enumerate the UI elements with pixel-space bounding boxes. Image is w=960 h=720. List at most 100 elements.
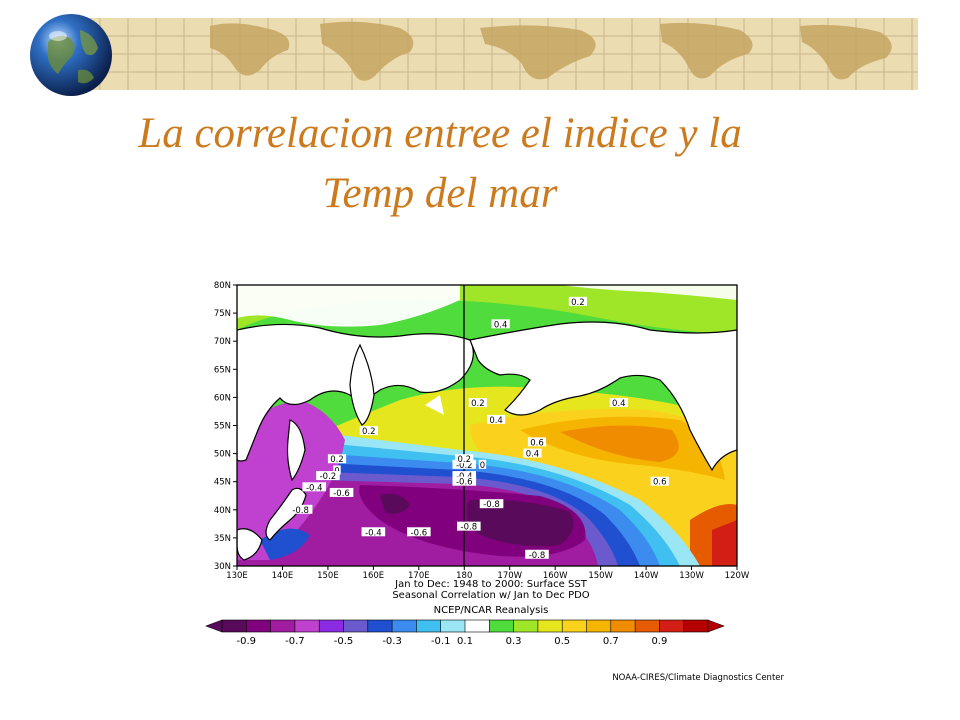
- x-tick-label: 140W: [634, 571, 659, 581]
- x-tick-label: 170E: [408, 571, 430, 581]
- y-tick-label: 70N: [214, 337, 231, 347]
- x-axis-ticks: 130E 140E 150E 160E 170E 180 170W 160W 150W 140W 1…: [226, 566, 750, 581]
- colorbar-swatch: [513, 619, 539, 633]
- contour-label: -0.6: [411, 528, 428, 538]
- slide-title-line-1: La correlacion entree el indice y la: [138, 110, 742, 157]
- colorbar-swatch: [343, 619, 369, 633]
- contour-label-bg: [525, 549, 549, 559]
- y-tick-label: 35N: [214, 534, 231, 544]
- contour-label-bg: [650, 476, 669, 486]
- x-tick-label: 170W: [497, 571, 522, 581]
- contour-label: -0.4: [365, 528, 382, 538]
- chart-subtitle-line-1: Jan to Dec: 1948 to 2000: Surface SST: [394, 579, 588, 590]
- colorbar-tick-label: 0.5: [554, 636, 570, 647]
- contour-label-bg: [407, 527, 431, 537]
- colorbar-tick-label: 0.3: [506, 636, 522, 647]
- contour-label: 0.2: [571, 298, 585, 308]
- contour-label-bg: [327, 454, 347, 464]
- contour-label-bg: [359, 426, 378, 436]
- contour-label-bg: [452, 476, 477, 486]
- colorbar: [205, 619, 725, 633]
- contour-label: -0.2: [320, 472, 337, 482]
- land-masses: [237, 321, 737, 561]
- colorbar-tick-label: -0.7: [285, 636, 305, 647]
- contour-label-bg: [452, 459, 477, 469]
- contour-label: -0.2: [456, 461, 473, 471]
- x-tick-label: 130W: [679, 571, 704, 581]
- correlation-field: [237, 285, 737, 566]
- world-map-banner-art: [60, 18, 918, 90]
- contour-label-bg: [457, 521, 481, 531]
- colorbar-swatch: [221, 619, 247, 633]
- x-tick-label: 150E: [317, 571, 339, 581]
- x-tick-label: 180: [456, 571, 472, 581]
- contour-label-bg: [527, 437, 547, 447]
- slide-title-line-2: Temp del mar: [322, 170, 558, 217]
- contour-label: 0.4: [612, 399, 626, 409]
- colorbar-swatch: [683, 619, 709, 633]
- globe-logo-icon: [30, 14, 112, 96]
- contour-label: 0.4: [489, 416, 503, 426]
- contour-label: -0.8: [292, 506, 309, 516]
- contour-label-bg: [361, 527, 386, 537]
- colorbar-min-arrow: [205, 619, 223, 633]
- contour-label-bg: [479, 499, 504, 509]
- y-tick-label: 55N: [214, 422, 231, 432]
- decorative-banner: [60, 18, 918, 90]
- contour-label: 0.2: [330, 455, 344, 465]
- contour-label: -0.6: [333, 489, 350, 499]
- x-tick-label: 140E: [272, 571, 294, 581]
- x-tick-label: 160E: [363, 571, 385, 581]
- contour-label-bg: [468, 398, 488, 408]
- contour-label-bg: [302, 482, 327, 492]
- y-axis-ticks: 80N 75N 70N 65N 60N 55N 50N 45N 40N 35N 30N: [214, 281, 237, 572]
- credit-label: NOAA-CIRES/Climate Diagnostics Center: [612, 673, 784, 683]
- colorbar-tick-label: -0.1: [431, 636, 451, 647]
- colorbar-swatch: [294, 619, 320, 633]
- y-tick-label: 45N: [214, 478, 231, 488]
- colorbar-swatch: [464, 619, 490, 633]
- colorbar-swatch: [610, 619, 636, 633]
- contour-label: 0.4: [494, 320, 508, 330]
- x-tick-label: 120W: [725, 571, 750, 581]
- y-tick-label: 30N: [214, 562, 231, 572]
- colorbar-swatch: [440, 619, 466, 633]
- y-tick-label: 80N: [214, 281, 231, 291]
- contour-label-bg: [333, 465, 341, 475]
- colorbar-swatch: [561, 619, 588, 633]
- y-tick-label: 40N: [214, 506, 231, 516]
- colorbar-swatch: [659, 619, 685, 633]
- contour-label: 0.4: [526, 450, 540, 460]
- colorbar-labels: -0.9 -0.7 -0.5 -0.3 -0.1 0.1 0.3 0.5 0.7 0.9: [237, 636, 668, 647]
- colorbar-swatch: [270, 619, 296, 633]
- colorbar-max-arrow: [707, 619, 725, 633]
- colorbar-tick-label: -0.5: [334, 636, 354, 647]
- x-tick-label: 160W: [543, 571, 568, 581]
- contour-label-bg: [316, 471, 340, 481]
- colorbar-swatch: [634, 619, 660, 633]
- contour-label-bg: [609, 398, 628, 408]
- x-tick-label: 150W: [588, 571, 613, 581]
- colorbar-tick-label: 0.1: [457, 636, 473, 647]
- colorbar-tick-label: -0.9: [237, 636, 257, 647]
- y-tick-label: 65N: [214, 365, 231, 375]
- contour-label: 0.6: [530, 438, 544, 448]
- chart-subtitle-line-2: Seasonal Correlation w/ Jan to Dec PDO: [392, 590, 589, 601]
- contour-label: 0.2: [458, 455, 472, 465]
- colorbar-swatch: [246, 619, 272, 633]
- contour-label: -0.8: [529, 551, 546, 561]
- slide-title: La correlacion entree el indice y la Tem…: [60, 104, 820, 224]
- contour-label-bg: [329, 487, 354, 497]
- contour-label: 0.6: [653, 478, 667, 488]
- contour-label-bg: [491, 319, 510, 329]
- contour-label-bg: [486, 414, 506, 424]
- contour-label: 0: [480, 461, 485, 471]
- colorbar-swatch: [537, 619, 563, 633]
- contour-label-bg: [478, 459, 487, 469]
- colorbar-swatch: [488, 619, 515, 633]
- colorbar-tick-label: -0.3: [382, 636, 402, 647]
- contour-label: -0.8: [461, 523, 478, 533]
- y-tick-label: 50N: [214, 450, 231, 460]
- colorbar-swatch: [416, 619, 442, 633]
